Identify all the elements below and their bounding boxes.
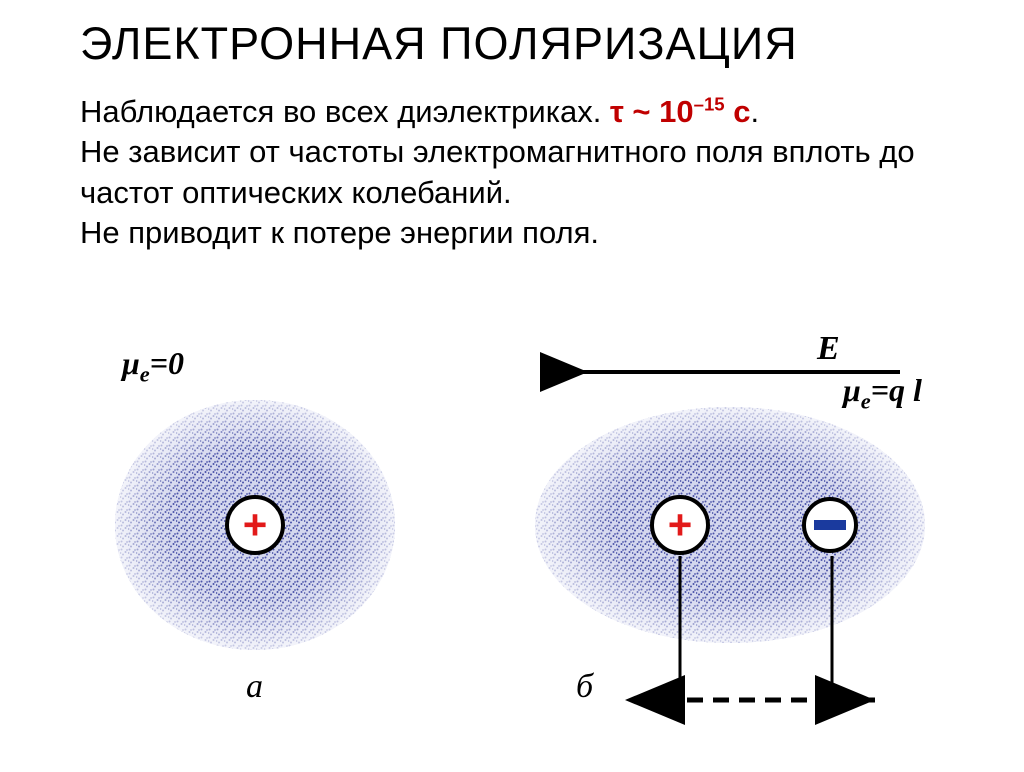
minus-sign	[814, 520, 846, 530]
body-line1-dot: .	[751, 94, 760, 129]
plus-sign-b: +	[668, 501, 693, 548]
plus-sign-a: +	[243, 501, 268, 548]
body-line3: Не приводит к потере энергии поля.	[80, 215, 599, 250]
tau-exp: –15	[694, 94, 725, 115]
diagram: + + μ	[0, 300, 1024, 767]
body-text: Наблюдается во всех диэлектриках. τ ~ 10…	[80, 92, 960, 253]
label-a: а	[246, 668, 263, 706]
atom-a: +	[115, 400, 395, 650]
label-b: б	[576, 668, 593, 706]
atom-b: +	[535, 407, 925, 643]
slide-title: ЭЛЕКТРОННАЯ ПОЛЯРИЗАЦИЯ	[80, 18, 798, 70]
label-mu-zero: μe=0	[122, 345, 184, 387]
label-mu-ql: μe=q l	[843, 372, 922, 414]
body-line2: Не зависит от частоты электромагнитного …	[80, 134, 915, 209]
tau-unit: с	[725, 94, 751, 129]
body-line1a: Наблюдается во всех диэлектриках.	[80, 94, 610, 129]
label-field-e: E	[817, 330, 840, 368]
tau: τ ~ 10	[610, 94, 694, 129]
